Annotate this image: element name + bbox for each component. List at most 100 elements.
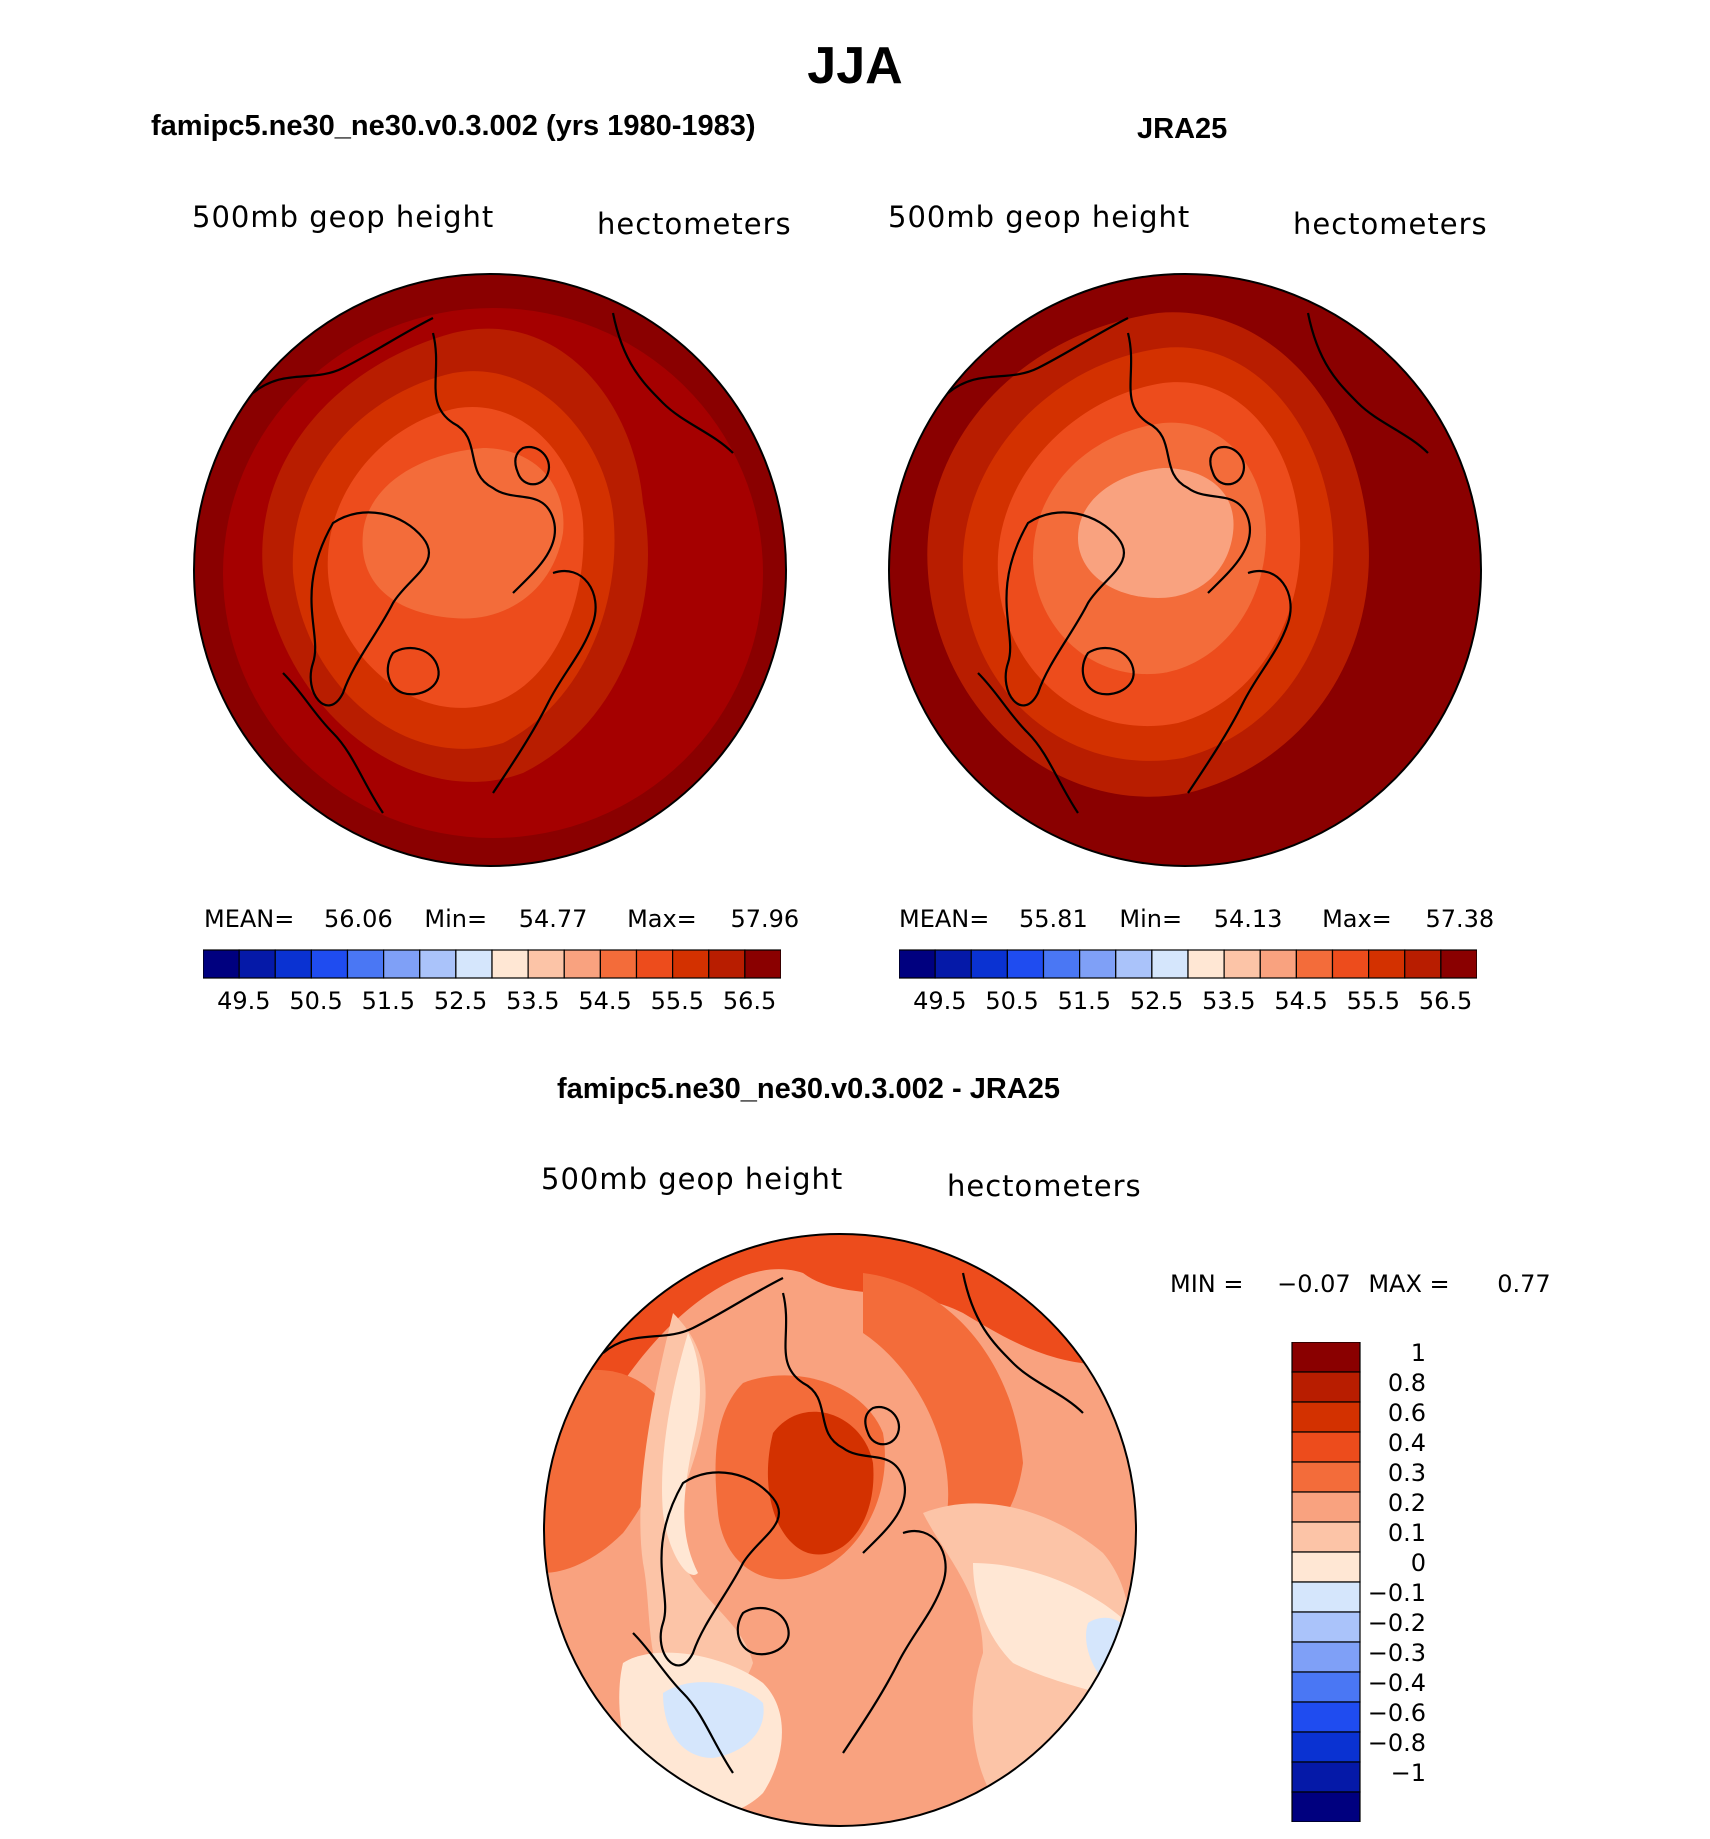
colorbar-swatch	[672, 949, 710, 979]
colorbar-swatch	[274, 949, 312, 979]
colorbar-swatch	[203, 949, 240, 979]
diff-colorbar-swatch	[1291, 1342, 1361, 1373]
diff-colorbar-tick-label: −0.3	[1367, 1639, 1426, 1667]
diff-colorbar-tick-label: −1	[1390, 1759, 1426, 1787]
colorbar-swatch	[419, 949, 457, 979]
panel-1-colorbar	[203, 949, 781, 979]
diff-colorbar-swatch	[1291, 1491, 1361, 1523]
colorbar-swatch	[527, 949, 565, 979]
colorbar-tick-label: 49.5	[217, 987, 271, 1015]
panel-2-map-border	[888, 273, 1482, 867]
colorbar-swatch	[899, 949, 936, 979]
diff-colorbar-tick-label: −0.2	[1367, 1609, 1426, 1637]
band	[662, 1333, 700, 1575]
colorbar-swatch	[1079, 949, 1117, 979]
diff-colorbar-tick-label: 0.1	[1387, 1519, 1426, 1547]
panel-2-colorbar	[899, 949, 1477, 979]
diff-max-label: MAX =	[1368, 1270, 1450, 1298]
diff-colorbar-tick-label: −0.8	[1367, 1729, 1426, 1757]
colorbar-tick-label: 52.5	[1129, 987, 1184, 1015]
colorbar-swatch	[970, 949, 1008, 979]
band	[863, 1273, 1023, 1541]
diff-colorbar-swatch	[1291, 1581, 1361, 1613]
panel-2-variable-label: 500mb geop height	[888, 200, 1191, 234]
panel-2-max-value: 57.38	[1425, 905, 1495, 933]
panel-2-polar-map	[888, 273, 1482, 867]
diff-colorbar-swatch	[1291, 1671, 1361, 1703]
colorbar-swatch	[708, 949, 746, 979]
colorbar-swatch	[238, 949, 276, 979]
colorbar-swatch	[599, 949, 638, 979]
diff-colorbar-tick-label: −0.4	[1367, 1669, 1426, 1697]
colorbar-swatch	[1187, 949, 1225, 979]
panel-2-max-label: Max=	[1322, 905, 1392, 933]
band	[544, 1369, 670, 1573]
panel-2-coastlines	[947, 312, 1429, 814]
colorbar-swatch	[1331, 949, 1370, 979]
colorbar-tick-label: 50.5	[289, 987, 343, 1015]
colorbar-swatch	[1295, 949, 1334, 979]
diff-panel-units-label: hectometers	[947, 1169, 1142, 1203]
diff-colorbar-tick-label: 0.2	[1387, 1489, 1426, 1517]
colorbar-tick-label: 52.5	[433, 987, 488, 1015]
diff-max-value: 0.77	[1497, 1270, 1551, 1298]
panel-1-polar-map	[193, 273, 787, 867]
colorbar-tick-label: 55.5	[650, 987, 705, 1015]
diff-colorbar-swatch	[1291, 1401, 1361, 1433]
panel-2-colorbar-labels: 49.5 50.5 51.5 52.5 53.5 54.5 55.5 56.5	[899, 987, 1477, 1017]
colorbar-tick-label: 51.5	[1057, 987, 1112, 1015]
colorbar-tick-label: 51.5	[361, 987, 416, 1015]
diff-colorbar-tick-label: 0.8	[1387, 1369, 1426, 1397]
panel-1-min-label: Min=	[424, 905, 488, 933]
diff-panel-title: famipc5.ne30_ne30.v0.3.002 - JRA25	[557, 1073, 1060, 1105]
diff-colorbar-tick-label: −0.1	[1367, 1579, 1426, 1607]
colorbar-tick-label: 55.5	[1346, 987, 1401, 1015]
panel-2-contour-fields	[889, 274, 1481, 866]
panel-1-variable-label: 500mb geop height	[192, 200, 495, 234]
panel-1-mean-value: 56.06	[324, 905, 393, 933]
colorbar-tick-label: 50.5	[985, 987, 1039, 1015]
diff-colorbar-tick-label: −0.6	[1367, 1699, 1426, 1727]
diff-colorbar-tick-label: 0.3	[1387, 1459, 1426, 1487]
colorbar-swatch	[1006, 949, 1045, 979]
band	[663, 1682, 764, 1758]
diff-min-value: −0.07	[1277, 1270, 1351, 1298]
diff-colorbar-swatch	[1291, 1551, 1361, 1583]
panel-1-stats: MEAN= 56.06 Min= 54.77 Max= 57.96	[204, 905, 799, 933]
diff-colorbar-swatch	[1291, 1731, 1361, 1763]
diff-colorbar-tick-label: 1	[1410, 1339, 1426, 1367]
colorbar-swatch	[455, 949, 493, 979]
panel-2-min-label: Min=	[1119, 905, 1183, 933]
colorbar-tick-label: 54.5	[578, 987, 632, 1015]
diff-colorbar-swatch	[1291, 1791, 1361, 1822]
colorbar-swatch	[1404, 949, 1442, 979]
diff-colorbar-tick-label: 0	[1410, 1549, 1426, 1577]
colorbar-swatch	[635, 949, 674, 979]
diff-colorbar-tick-label: 0.4	[1387, 1429, 1426, 1457]
diff-panel-coastlines	[602, 1272, 1084, 1774]
panel-1-colorbar-labels: 49.5 50.5 51.5 52.5 53.5 54.5 55.5 56.5	[203, 987, 781, 1017]
colorbar-swatch	[1440, 949, 1477, 979]
diff-colorbar	[1291, 1342, 1361, 1822]
band	[362, 448, 564, 619]
colorbar-tick-label: 53.5	[1202, 987, 1256, 1015]
diff-colorbar-swatch	[1291, 1701, 1361, 1733]
panel-1-contour-fields	[194, 274, 786, 866]
diff-colorbar-swatch	[1291, 1761, 1361, 1793]
panel-2-mean-label: MEAN=	[899, 905, 990, 933]
diff-panel-variable-label: 500mb geop height	[541, 1162, 844, 1196]
panel-2-min-value: 54.13	[1213, 905, 1283, 933]
colorbar-swatch	[1115, 949, 1153, 979]
colorbar-swatch	[744, 949, 781, 979]
panel-1-title: famipc5.ne30_ne30.v0.3.002 (yrs 1980-198…	[151, 110, 756, 142]
diff-panel-polar-map	[543, 1233, 1137, 1827]
panel-1-map-border	[193, 273, 787, 867]
colorbar-swatch	[1223, 949, 1261, 979]
colorbar-tick-label: 53.5	[506, 987, 560, 1015]
diff-colorbar-swatch	[1291, 1611, 1361, 1643]
diff-map-border	[543, 1233, 1137, 1827]
colorbar-swatch	[346, 949, 385, 979]
colorbar-swatch	[1368, 949, 1406, 979]
panel-2-stats: MEAN= 55.81 Min= 54.13 Max= 57.38	[899, 905, 1494, 933]
band	[640, 1313, 753, 1706]
